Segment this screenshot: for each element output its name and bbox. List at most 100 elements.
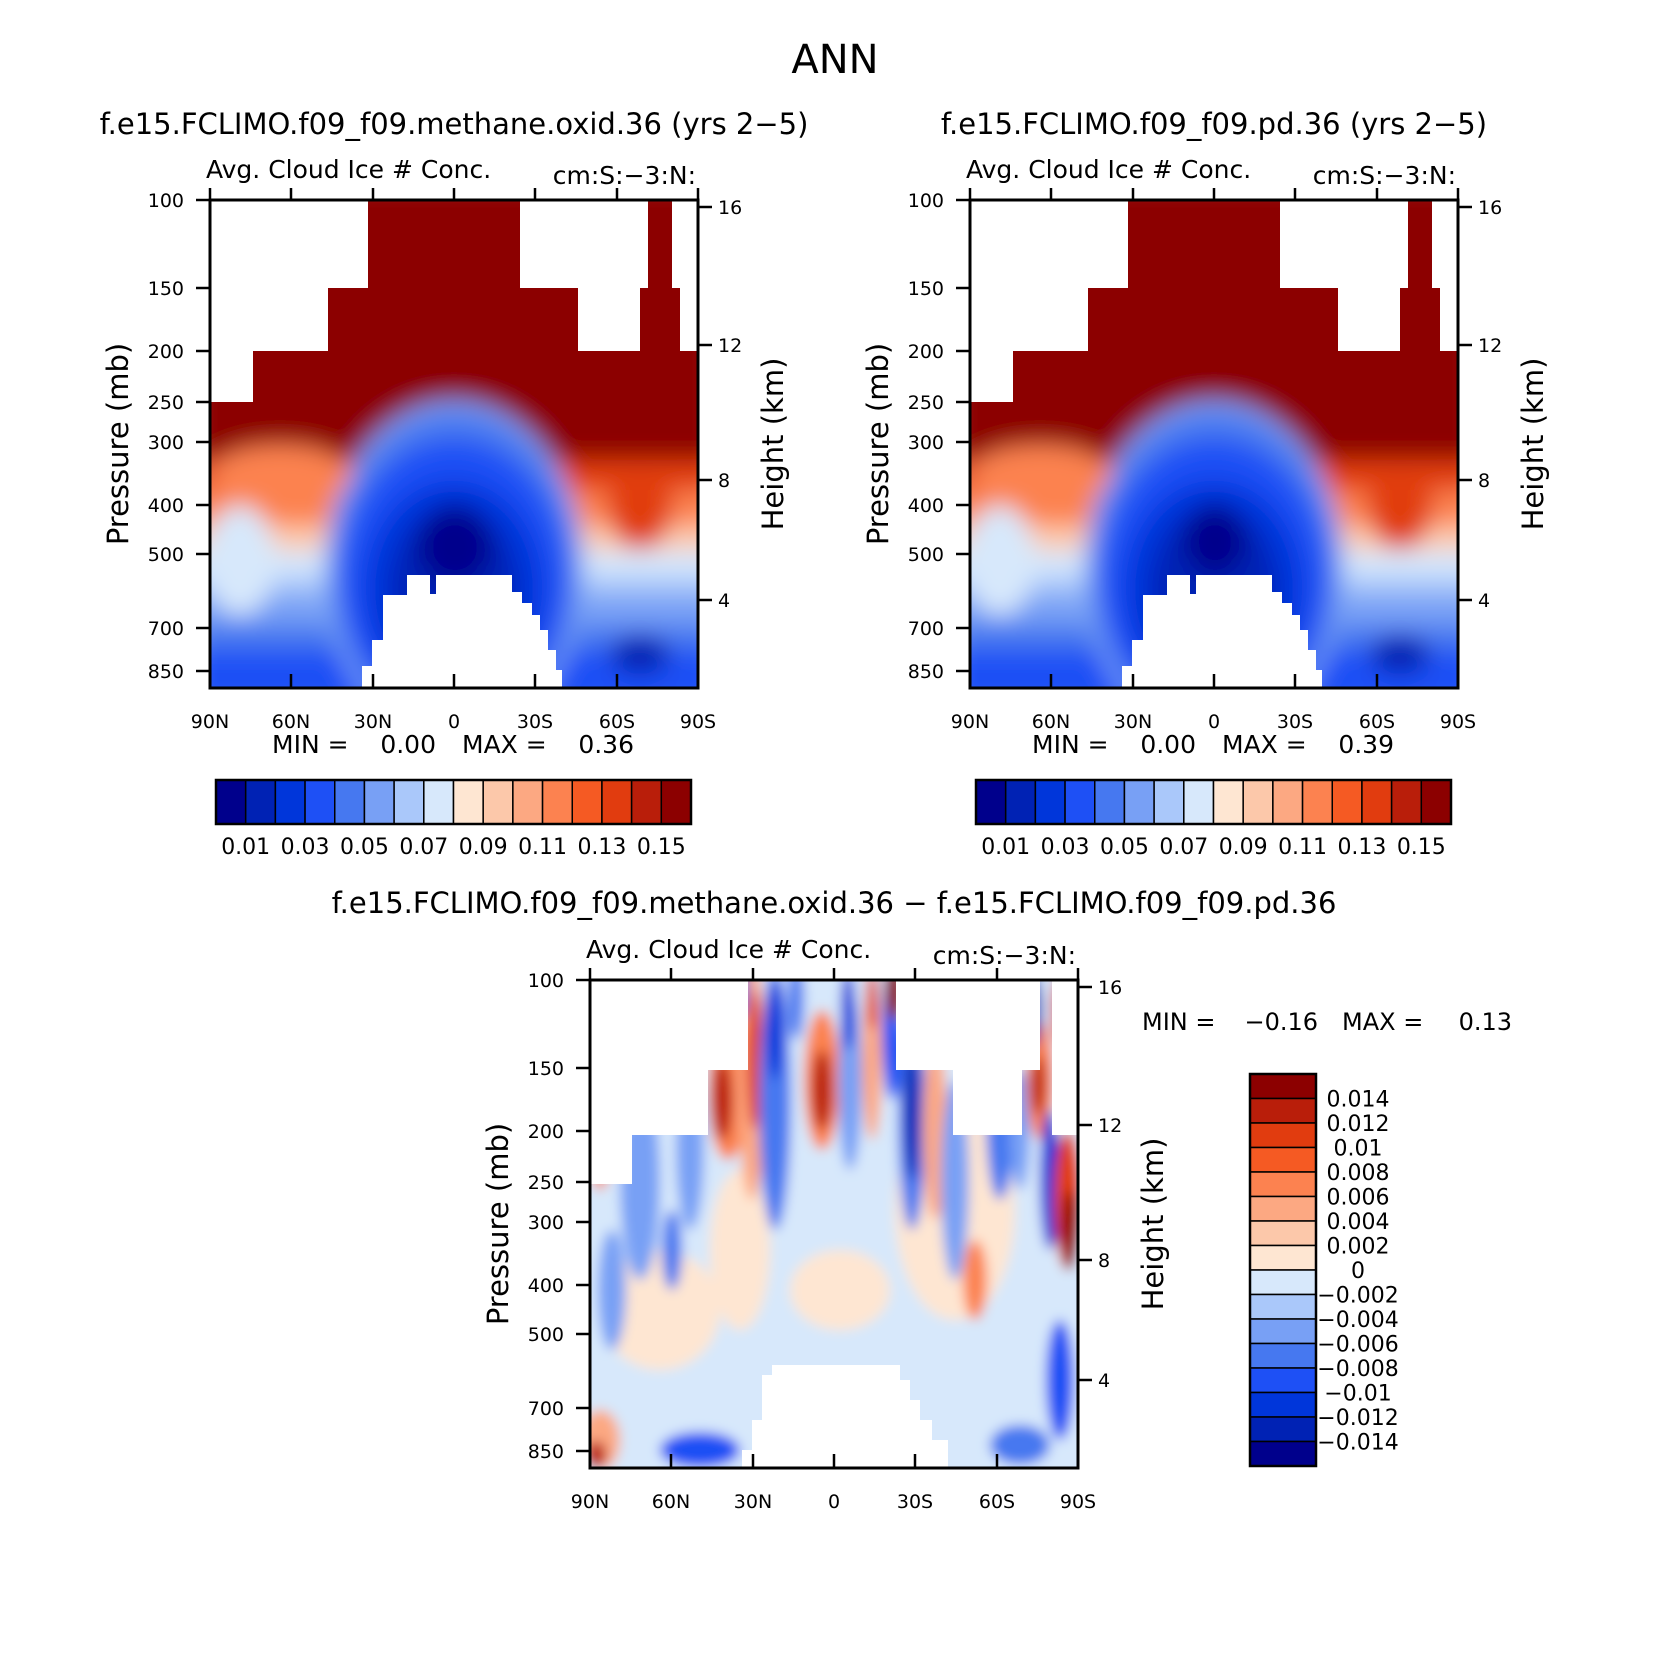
panel-1-height-tick-labels: 16 12 8 4 xyxy=(718,197,742,612)
y-tick-label: 250 xyxy=(908,392,944,414)
y-tick-label: 300 xyxy=(528,1212,564,1234)
y-tick-label: 150 xyxy=(148,278,184,300)
y-tick-label: 150 xyxy=(528,1058,564,1080)
colorbar-swatch xyxy=(393,779,425,825)
colorbar-swatch xyxy=(1361,779,1393,825)
colorbar-swatch xyxy=(1249,1269,1317,1296)
colorbar-swatch xyxy=(423,779,455,825)
colorbar-label: 0.01 xyxy=(221,835,270,860)
colorbar-label: −0.008 xyxy=(1317,1357,1398,1382)
colorbar-label: 0 xyxy=(1351,1259,1365,1284)
panel-2-axis-ticks xyxy=(956,188,1472,688)
colorbar-swatch xyxy=(1249,1391,1317,1418)
colorbar-swatch xyxy=(1004,779,1037,825)
stat-min-value: −0.16 xyxy=(1244,1008,1318,1036)
height-tick-label: 4 xyxy=(1098,1370,1110,1392)
panel-2-y-tick-labels: 100 150 200 250 300 400 500 700 850 xyxy=(908,190,944,683)
colorbar-swatch xyxy=(541,779,573,825)
colorbar-swatch xyxy=(1249,1146,1317,1173)
colorbar-swatch xyxy=(1301,779,1333,825)
colorbar-label: 0.002 xyxy=(1327,1235,1390,1260)
colorbar-label: 0.006 xyxy=(1327,1186,1390,1211)
colorbar-swatch xyxy=(1390,779,1423,825)
panel-3-colorbar: 0.0140.0120.010.0080.0060.0040.0020−0.00… xyxy=(1248,1072,1399,1468)
colorbar-label: 0.05 xyxy=(1100,835,1149,860)
stat-min-value: 0.00 xyxy=(380,730,436,759)
panel-2-variable-label: Avg. Cloud Ice # Conc. xyxy=(966,155,1251,184)
y-tick-label: 100 xyxy=(148,190,184,212)
colorbar-label: 0.09 xyxy=(459,835,508,860)
height-tick-label: 12 xyxy=(1098,1115,1122,1137)
stat-min-label: MIN = xyxy=(272,730,349,759)
colorbar-label: 0.01 xyxy=(1334,1137,1383,1162)
stat-max-value: 0.13 xyxy=(1459,1008,1512,1036)
panel-1-x-tick-labels: 90N 60N 30N 0 30S 60S 90S xyxy=(191,711,716,733)
panel-1-field xyxy=(210,200,698,688)
panel-3-axis-ticks xyxy=(576,968,1092,1468)
colorbar-label: 0.07 xyxy=(399,835,448,860)
panel-3-height-axis-label: Height (km) xyxy=(1136,1138,1170,1311)
colorbar-swatch xyxy=(1249,1318,1317,1345)
colorbar-label: 0.11 xyxy=(518,835,567,860)
panel-3-variable-label: Avg. Cloud Ice # Conc. xyxy=(586,935,871,964)
colorbar-swatch xyxy=(1249,1220,1317,1247)
colorbar-swatch xyxy=(482,779,514,825)
colorbar-label: 0.008 xyxy=(1327,1161,1390,1186)
x-tick-label: 0 xyxy=(448,711,460,733)
panel-1-units-label: cm:S:−3:N: xyxy=(553,161,696,190)
y-tick-label: 400 xyxy=(148,495,184,517)
height-tick-label: 4 xyxy=(1478,590,1490,612)
x-tick-label: 60N xyxy=(272,711,310,733)
colorbar-swatch xyxy=(660,779,692,825)
colorbar-label: 0.13 xyxy=(577,835,626,860)
panel-2-y-axis-label: Pressure (mb) xyxy=(861,343,895,545)
panel-1-stats: MIN = 0.00 MAX = 0.36 xyxy=(272,730,634,759)
stat-min-value: 0.00 xyxy=(1140,730,1196,759)
colorbar-swatch xyxy=(1249,1293,1317,1320)
panel-3: f.e15.FCLIMO.f09_f09.methane.oxid.36 − f… xyxy=(332,886,1512,1513)
colorbar-label: 0.09 xyxy=(1219,835,1268,860)
colorbar-label: −0.004 xyxy=(1317,1308,1398,1333)
panel-2-colorbar: 0.01 0.03 0.05 0.07 0.09 0.11 0.13 0.15 xyxy=(974,778,1453,860)
colorbar-swatch xyxy=(1183,779,1215,825)
x-tick-label: 60N xyxy=(1032,711,1070,733)
y-tick-label: 100 xyxy=(908,190,944,212)
height-tick-label: 16 xyxy=(1478,197,1502,219)
colorbar-label: 0.11 xyxy=(1278,835,1327,860)
height-tick-label: 12 xyxy=(718,335,742,357)
colorbar-swatch xyxy=(1249,1122,1317,1149)
y-tick-label: 500 xyxy=(528,1324,564,1346)
height-tick-label: 12 xyxy=(1478,335,1502,357)
y-tick-label: 250 xyxy=(148,392,184,414)
colorbar-swatch xyxy=(244,779,277,825)
panel-3-field xyxy=(590,980,1078,1468)
colorbar-label: −0.012 xyxy=(1317,1406,1398,1431)
colorbar-swatch xyxy=(1212,779,1244,825)
y-tick-label: 850 xyxy=(148,661,184,683)
colorbar-label: 0.13 xyxy=(1337,835,1386,860)
panel-1-title: f.e15.FCLIMO.f09_f09.methane.oxid.36 (yr… xyxy=(100,107,809,141)
colorbar-swatch xyxy=(1242,779,1274,825)
y-tick-label: 300 xyxy=(148,432,184,454)
colorbar-swatch xyxy=(274,779,306,825)
panel-2-height-tick-labels: 16 12 8 4 xyxy=(1478,197,1502,612)
colorbar-label: 0.15 xyxy=(637,835,686,860)
x-tick-label: 90S xyxy=(1060,1491,1096,1513)
x-tick-label: 30S xyxy=(517,711,553,733)
height-tick-label: 8 xyxy=(1478,470,1490,492)
colorbar-frame xyxy=(214,778,693,826)
panel-1-height-axis-label: Height (km) xyxy=(756,358,790,531)
colorbar-swatch xyxy=(1153,779,1185,825)
y-tick-label: 200 xyxy=(908,341,944,363)
panel-1-y-tick-labels: 100 150 200 250 300 400 500 700 850 xyxy=(148,190,184,683)
colorbar-swatch xyxy=(1249,1440,1317,1467)
panel-3-plot-area xyxy=(590,980,1078,1468)
y-tick-label: 500 xyxy=(908,544,944,566)
panel-1-colorbar: 0.01 0.03 0.05 0.07 0.09 0.11 0.13 0.15 xyxy=(214,778,693,860)
colorbar-swatch xyxy=(1331,779,1363,825)
colorbar-label: −0.002 xyxy=(1317,1284,1398,1309)
height-tick-label: 8 xyxy=(1098,1250,1110,1272)
panel-1-variable-label: Avg. Cloud Ice # Conc. xyxy=(206,155,491,184)
stat-max-value: 0.36 xyxy=(578,730,634,759)
